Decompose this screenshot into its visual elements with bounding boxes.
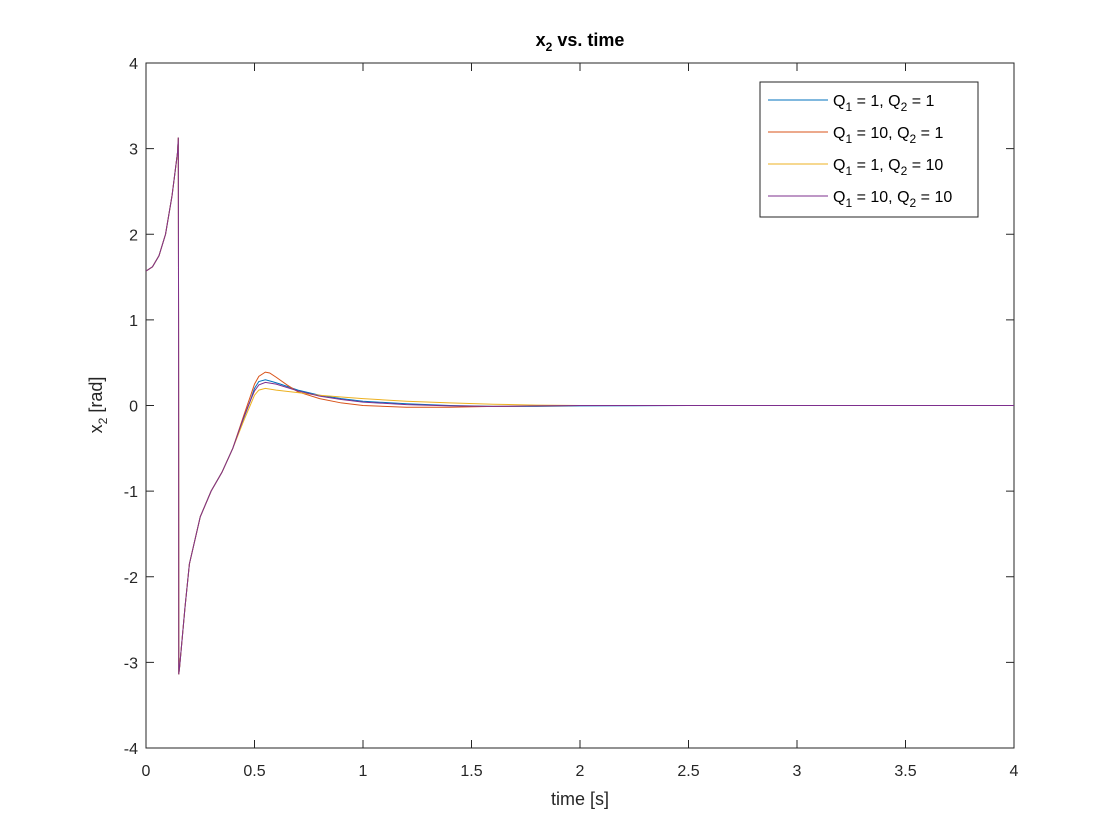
y-axis-label-sub: 2 <box>96 417 110 424</box>
x-tick-label: 1 <box>359 763 368 780</box>
chart-title-base: x <box>536 30 546 50</box>
series-line-4 <box>146 137 1014 675</box>
y-tick-label: -1 <box>124 484 138 501</box>
x-tick-label: 3.5 <box>894 763 916 780</box>
x-tick-label: 0 <box>142 763 151 780</box>
legend-label-1: Q1 = 1, Q2 = 1 <box>833 93 935 114</box>
legend-label-2: Q1 = 10, Q2 = 1 <box>833 125 943 146</box>
x-tick-label: 2.5 <box>677 763 699 780</box>
y-tick-labels: -4 -3 -2 -1 0 1 2 3 4 <box>124 56 138 758</box>
y-axis-label: x2 [rad] <box>86 377 110 434</box>
x-tick-label: 3 <box>793 763 802 780</box>
chart-title-sub: 2 <box>546 40 553 54</box>
y-tick-label: 1 <box>129 313 138 330</box>
x-tick-labels: 0 0.5 1 1.5 2 2.5 3 3.5 4 <box>142 763 1019 780</box>
x-tick-label: 2 <box>576 763 585 780</box>
y-axis-label-rest: [rad] <box>86 377 106 418</box>
y-tick-label: 0 <box>129 399 138 416</box>
series-lines <box>146 137 1014 675</box>
legend-label-3: Q1 = 1, Q2 = 10 <box>833 157 943 178</box>
x-tick-label: 1.5 <box>460 763 482 780</box>
legend-box <box>759 81 979 218</box>
axis-ticks <box>145 62 1015 749</box>
legend-label-4: Q1 = 10, Q2 = 10 <box>833 189 952 210</box>
chart-title: x2 vs. time <box>536 30 625 54</box>
x-tick-label: 0.5 <box>243 763 265 780</box>
y-tick-label: -4 <box>124 741 138 758</box>
y-tick-label: -3 <box>124 655 138 672</box>
y-tick-label: 2 <box>129 227 138 244</box>
y-tick-label: 4 <box>129 56 138 73</box>
x-axis-label: time [s] <box>551 789 609 809</box>
legend: Q1 = 1, Q2 = 1 Q1 = 10, Q2 = 1 Q1 = 1, Q2 … <box>759 81 979 218</box>
chart-title-rest: vs. time <box>552 30 624 50</box>
y-tick-label: 3 <box>129 142 138 159</box>
y-axis-label-base: x <box>86 424 106 433</box>
y-tick-label: -2 <box>124 570 138 587</box>
x-tick-label: 4 <box>1010 763 1019 780</box>
